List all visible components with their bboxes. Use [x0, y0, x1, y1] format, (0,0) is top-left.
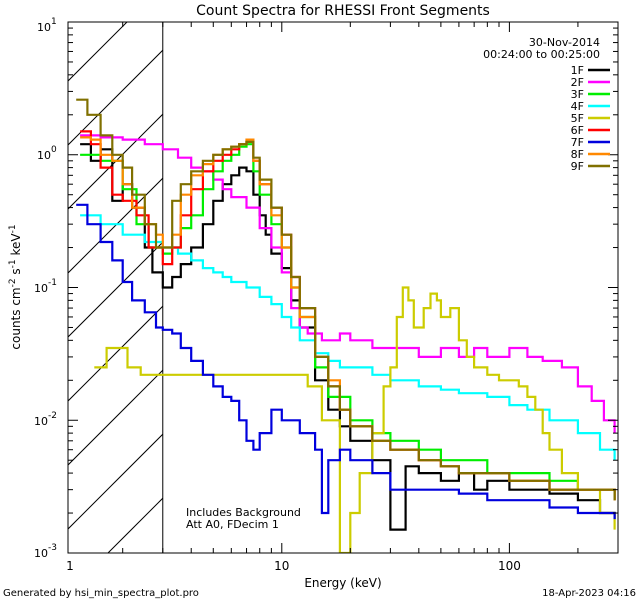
- y-tick-label-10e0: 10 0: [37, 145, 57, 162]
- series-line-5f: [94, 286, 616, 553]
- x-tick-label-100: 100: [498, 559, 521, 573]
- y-tick-label-10e-2: 10 -2: [34, 411, 57, 428]
- footer-timestamp: 18-Apr-2023 04:16: [542, 588, 636, 599]
- y-label-mid2: keV: [9, 233, 23, 260]
- hatch-line: [68, 433, 163, 530]
- svg-text:counts cm-2 s-1 keV-1: counts cm-2 s-1 keV-1: [8, 224, 23, 349]
- y-tick-exp: 0: [51, 145, 57, 155]
- legend-label-3f: 3F: [571, 88, 584, 101]
- legend-label-4f: 4F: [571, 100, 584, 113]
- legend-label-5f: 5F: [571, 112, 584, 125]
- y-tick-base: 10: [34, 282, 48, 295]
- annotation-background: Includes Background: [186, 506, 301, 519]
- series-line-7f: [76, 203, 616, 520]
- hatch-line: [107, 497, 163, 553]
- y-label-sup1: -2: [8, 278, 18, 287]
- y-label-sup2: -1: [8, 259, 18, 268]
- y-tick-exp: -2: [48, 411, 57, 421]
- y-axis-label: counts cm-2 s-1 keV-1: [8, 224, 23, 349]
- time-range-label: 00:24:00 to 00:25:00: [483, 48, 600, 61]
- legend-label-9f: 9F: [571, 160, 584, 173]
- series-line-3f: [80, 143, 616, 501]
- annotation-attenuator: Att A0, FDecim 1: [186, 518, 279, 531]
- y-tick-label-10e-3: 10 -3: [34, 543, 57, 560]
- series-line-9f: [76, 98, 616, 501]
- y-tick-base: 10: [37, 149, 51, 162]
- y-tick-base: 10: [34, 547, 48, 560]
- series-line-1f: [80, 143, 616, 531]
- hatch-line: [68, 305, 163, 402]
- x-minor-ticks: [122, 22, 619, 553]
- y-minor-ticks: [68, 21, 618, 554]
- hatch-line: [68, 49, 163, 146]
- y-label-mid1: s: [9, 268, 23, 278]
- x-tick-label-1: 1: [66, 559, 74, 573]
- footer-generated-by: Generated by hsi_min_spectra_plot.pro: [3, 588, 199, 599]
- y-label-sup3: -1: [8, 224, 18, 233]
- legend-label-2f: 2F: [571, 76, 584, 89]
- y-label-main: counts cm: [9, 287, 23, 349]
- hatch-line: [68, 22, 128, 82]
- legend-label-6f: 6F: [571, 124, 584, 137]
- series-line-8f: [80, 136, 616, 501]
- series-line-6f: [80, 130, 616, 501]
- y-tick-label-10e-1: 10 -1: [34, 278, 57, 295]
- y-tick-exp: 1: [51, 17, 57, 27]
- y-tick-label-10e1: 10 1: [37, 17, 57, 34]
- hatch-line: [68, 369, 163, 466]
- x-tick-label-10: 10: [274, 559, 289, 573]
- hatch-line: [68, 177, 163, 274]
- legend-label-7f: 7F: [571, 136, 584, 149]
- legend-label-8f: 8F: [571, 148, 584, 161]
- x-axis-label: Energy (keV): [304, 576, 381, 590]
- hatch-region: [68, 22, 163, 553]
- legend-label-1f: 1F: [571, 64, 584, 77]
- y-tick-exp: -3: [48, 543, 57, 553]
- date-label: 30-Nov-2014: [529, 36, 600, 49]
- series-layer: [76, 98, 616, 553]
- y-tick-base: 10: [34, 415, 48, 428]
- series-line-4f: [80, 214, 616, 461]
- chart-title: Count Spectra for RHESSI Front Segments: [196, 3, 490, 19]
- y-tick-exp: -1: [48, 278, 57, 288]
- y-tick-base: 10: [37, 21, 51, 34]
